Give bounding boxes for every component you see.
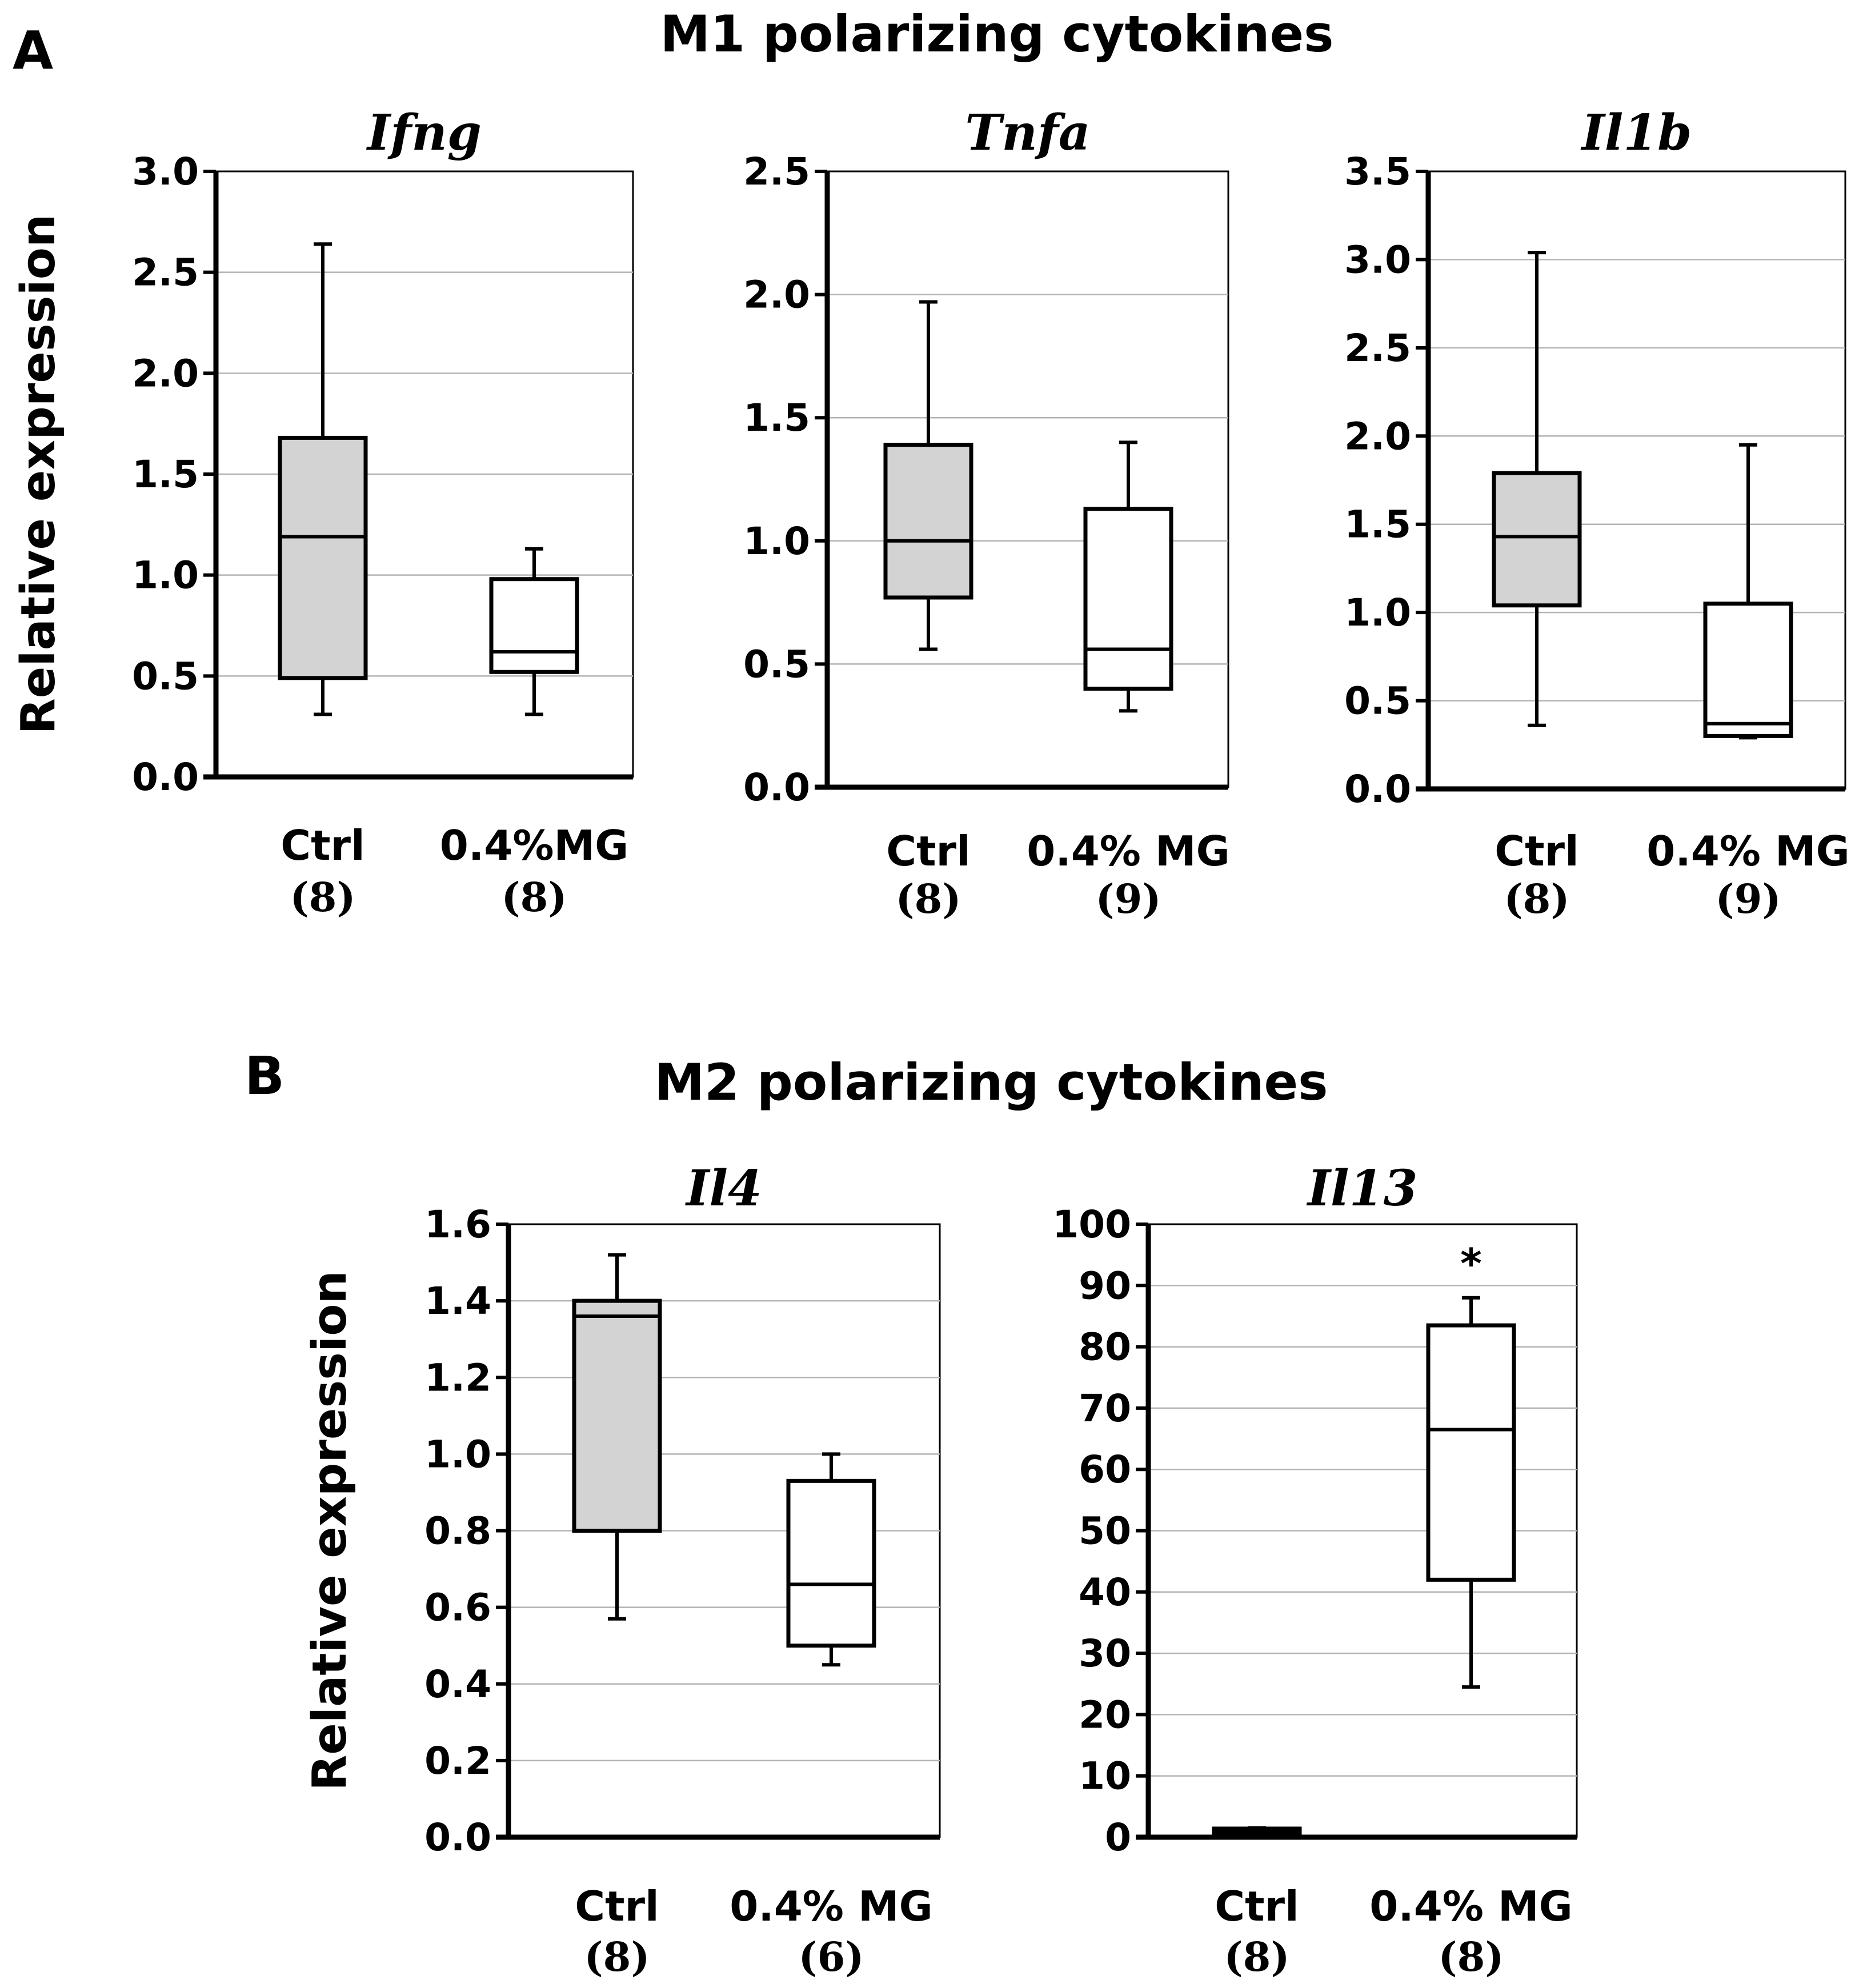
ifng-y-tick-label: 2.0	[132, 351, 199, 395]
ifng-y-tick-label: 0.5	[132, 654, 199, 698]
il13-y-tick-label: 90	[1079, 1264, 1131, 1308]
il13-y-tick-label: 20	[1079, 1693, 1131, 1737]
il13-sample-size: (8)	[1439, 1933, 1504, 1981]
tnfa-box	[1083, 507, 1173, 691]
tnfa-y-tick-label: 2.0	[743, 273, 810, 317]
il4-y-tick-label: 0.2	[424, 1739, 491, 1783]
ifng-y-tick-label: 0.0	[132, 755, 199, 799]
il13-y-tick-label: 10	[1079, 1754, 1131, 1798]
il1b-box	[1703, 602, 1793, 738]
chart-ifng: 0.00.51.01.52.02.53.0Ctrl(8)0.4%MG(8)Ifn…	[11, 104, 634, 921]
il13-sample-size: (8)	[1224, 1933, 1290, 1981]
il1b-y-tick-label: 2.5	[1344, 326, 1411, 370]
ifng-box	[278, 435, 368, 680]
chart-tnfa: 0.0 0.5 1.0 1.5 2.0 2.5 Ctrl(8) 0.4% MG(9) Tnfa	[743, 104, 1230, 923]
il13-chart-title: Il13	[1306, 1160, 1418, 1217]
il13-y-tick-label: 60	[1079, 1448, 1131, 1492]
il4-y-axis-label: Relative expression	[303, 1270, 357, 1791]
il13-y-tick-label: 70	[1079, 1386, 1131, 1430]
il4-sample-size: (6)	[799, 1933, 864, 1981]
il13-y-tick-label: 100	[1052, 1203, 1131, 1246]
il4-y-tick-label: 0.8	[424, 1509, 491, 1553]
tnfa-y-tick-label: 0.0	[743, 765, 810, 809]
tnfa-y-tick-label: 1.0	[743, 519, 810, 563]
tnfa-y-tick-label: 1.5	[743, 396, 810, 440]
tnfa-y-tick-label: 2.5	[743, 150, 810, 194]
il4-category-label: 0.4% MG	[730, 1882, 933, 1930]
ifng-chart-title: Ifng	[366, 104, 482, 162]
il1b-y-tick-label: 3.0	[1344, 238, 1411, 282]
panel-a-letter: A	[13, 20, 53, 81]
tnfa-category-label: Ctrl	[886, 827, 970, 875]
il1b-sample-size: (8)	[1504, 875, 1570, 923]
tnfa-chart-title: Tnfa	[965, 104, 1090, 162]
il13-category-label: 0.4% MG	[1369, 1882, 1573, 1930]
il1b-category-label: 0.4% MG	[1646, 827, 1850, 875]
ifng-box	[489, 577, 579, 674]
il4-y-tick-label: 0.4	[424, 1662, 491, 1706]
il13-y-tick-label: 80	[1079, 1325, 1131, 1369]
il4-y-tick-label: 1.0	[424, 1432, 491, 1476]
il1b-chart-title: Il1b	[1580, 104, 1692, 162]
il4-y-tick-label: 1.6	[424, 1203, 491, 1246]
panel-b-letter: B	[245, 1045, 285, 1107]
il4-y-tick-label: 1.2	[424, 1356, 491, 1400]
il1b-y-tick-label: 1.5	[1344, 503, 1411, 547]
il13-y-tick-label: 50	[1079, 1509, 1131, 1553]
ifng-y-tick-label: 3.0	[132, 150, 199, 194]
il1b-y-tick-label: 1.0	[1344, 591, 1411, 635]
il4-chart-title: Il4	[684, 1160, 762, 1217]
il13-y-tick-label: 30	[1079, 1632, 1131, 1676]
panel-b-title: M2 polarizing cytokines	[654, 1053, 1328, 1112]
ifng-y-axis-label: Relative expression	[11, 214, 66, 735]
il13-category-label: Ctrl	[1215, 1882, 1299, 1930]
tnfa-box	[883, 443, 973, 600]
il1b-category-label: Ctrl	[1495, 827, 1578, 875]
il1b-y-tick-label: 2.0	[1344, 414, 1411, 458]
il1b-y-tick-label: 0.5	[1344, 679, 1411, 723]
panel-a-title: M1 polarizing cytokines	[660, 5, 1333, 63]
ifng-y-tick-label: 1.5	[132, 452, 199, 496]
il1b-y-tick-label: 3.5	[1344, 150, 1411, 194]
ifng-sample-size: (8)	[502, 873, 567, 921]
il4-y-tick-label: 0.0	[424, 1815, 491, 1859]
il13-significance-star: *	[1460, 1240, 1482, 1288]
tnfa-y-tick-label: 0.5	[743, 642, 810, 686]
ifng-category-label: 0.4%MG	[440, 821, 628, 869]
ifng-y-tick-label: 1.0	[132, 554, 199, 598]
il13-box	[1426, 1323, 1516, 1582]
il13-y-tick-label: 40	[1079, 1570, 1131, 1614]
ifng-y-tick-label: 2.5	[132, 251, 199, 295]
il4-category-label: Ctrl	[575, 1882, 659, 1930]
tnfa-sample-size: (9)	[1096, 875, 1161, 923]
il4-box	[572, 1298, 662, 1533]
il4-y-tick-label: 0.6	[424, 1586, 491, 1630]
il4-box	[786, 1478, 876, 1648]
tnfa-sample-size: (8)	[896, 875, 961, 923]
ifng-sample-size: (8)	[290, 873, 356, 921]
tnfa-category-label: 0.4% MG	[1027, 827, 1230, 875]
il1b-y-tick-label: 0.0	[1344, 767, 1411, 811]
il1b-sample-size: (9)	[1716, 875, 1781, 923]
il13-y-tick-label: 0	[1105, 1815, 1131, 1859]
il4-y-tick-label: 1.4	[424, 1279, 491, 1323]
il4-sample-size: (8)	[584, 1933, 650, 1981]
chart-il1b: 0.0 0.5 1.0 1.5 2.0 2.5 3.0 3.5 Ctrl(8) 0.4% MG(9…	[1344, 104, 1850, 923]
chart-il4: 0.0 0.2 0.4 0.6 0.8 1.0 1.2 1.4 1.6 Ctrl(8) 0.4% M…	[303, 1160, 941, 1981]
il1b-box	[1492, 471, 1582, 608]
ifng-category-label: Ctrl	[281, 821, 364, 869]
